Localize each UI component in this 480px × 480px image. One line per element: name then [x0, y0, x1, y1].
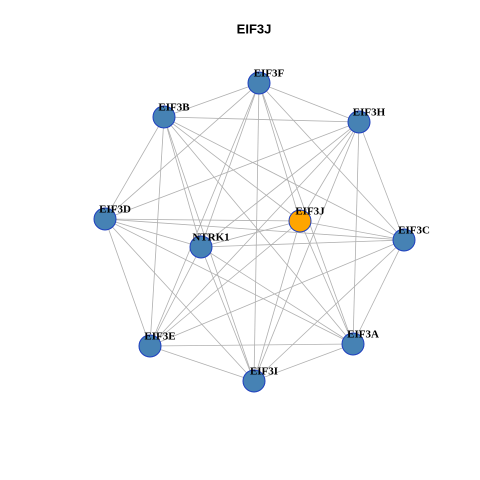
node-label: EIF3I [250, 366, 278, 378]
edge [200, 246, 354, 345]
edge [163, 116, 405, 241]
edge [149, 220, 301, 347]
node-label: EIF3F [254, 68, 285, 80]
node [93, 207, 117, 231]
edge [149, 246, 202, 347]
labels: EIF3F EIF3B EIF3H EIF3D EIF3J NTRK1 EIF3C EIF3E… [99, 68, 430, 378]
node-label: EIF3C [398, 225, 430, 237]
node [189, 235, 213, 259]
edge [149, 121, 360, 347]
edge [253, 343, 354, 382]
node [347, 110, 371, 134]
edge [163, 116, 354, 345]
edge [253, 239, 405, 382]
node [392, 228, 416, 252]
edge [163, 82, 260, 118]
edge [299, 220, 405, 241]
node-label: EIF3E [144, 331, 175, 343]
edge [299, 220, 354, 345]
edge [104, 218, 301, 222]
edge [104, 116, 165, 220]
edge [200, 220, 301, 248]
edge [104, 82, 260, 220]
edge [358, 121, 405, 241]
edge [149, 343, 354, 347]
edge [149, 82, 260, 347]
edge [299, 121, 360, 222]
edge [104, 218, 202, 248]
node [341, 332, 365, 356]
node [288, 209, 312, 233]
node-label: EIF3A [347, 329, 379, 341]
node [138, 334, 162, 358]
node-label: EIF3J [295, 206, 325, 218]
edge [258, 82, 405, 241]
edge [258, 82, 360, 123]
node-label: EIF3B [158, 102, 190, 114]
edge [104, 218, 255, 382]
edges [104, 82, 405, 382]
node-label: EIF3D [99, 204, 131, 216]
edge [104, 218, 151, 347]
nodes [93, 71, 416, 393]
node [152, 105, 176, 129]
diagram-title: EIF3J [237, 21, 272, 36]
edge [163, 116, 301, 222]
edge [149, 239, 405, 347]
edge [352, 121, 360, 345]
edge [352, 239, 405, 345]
edge [149, 345, 255, 382]
edge [149, 116, 165, 347]
edge [200, 239, 405, 248]
node [242, 369, 266, 393]
edge [163, 116, 360, 123]
node-label: NTRK1 [192, 232, 229, 244]
edge [104, 218, 354, 345]
edge [104, 218, 405, 241]
edge [253, 121, 360, 382]
edge [200, 121, 360, 248]
edge [104, 121, 360, 220]
node-label: EIF3H [353, 107, 386, 119]
edge [200, 82, 260, 248]
node [247, 71, 271, 95]
edge [253, 220, 301, 382]
